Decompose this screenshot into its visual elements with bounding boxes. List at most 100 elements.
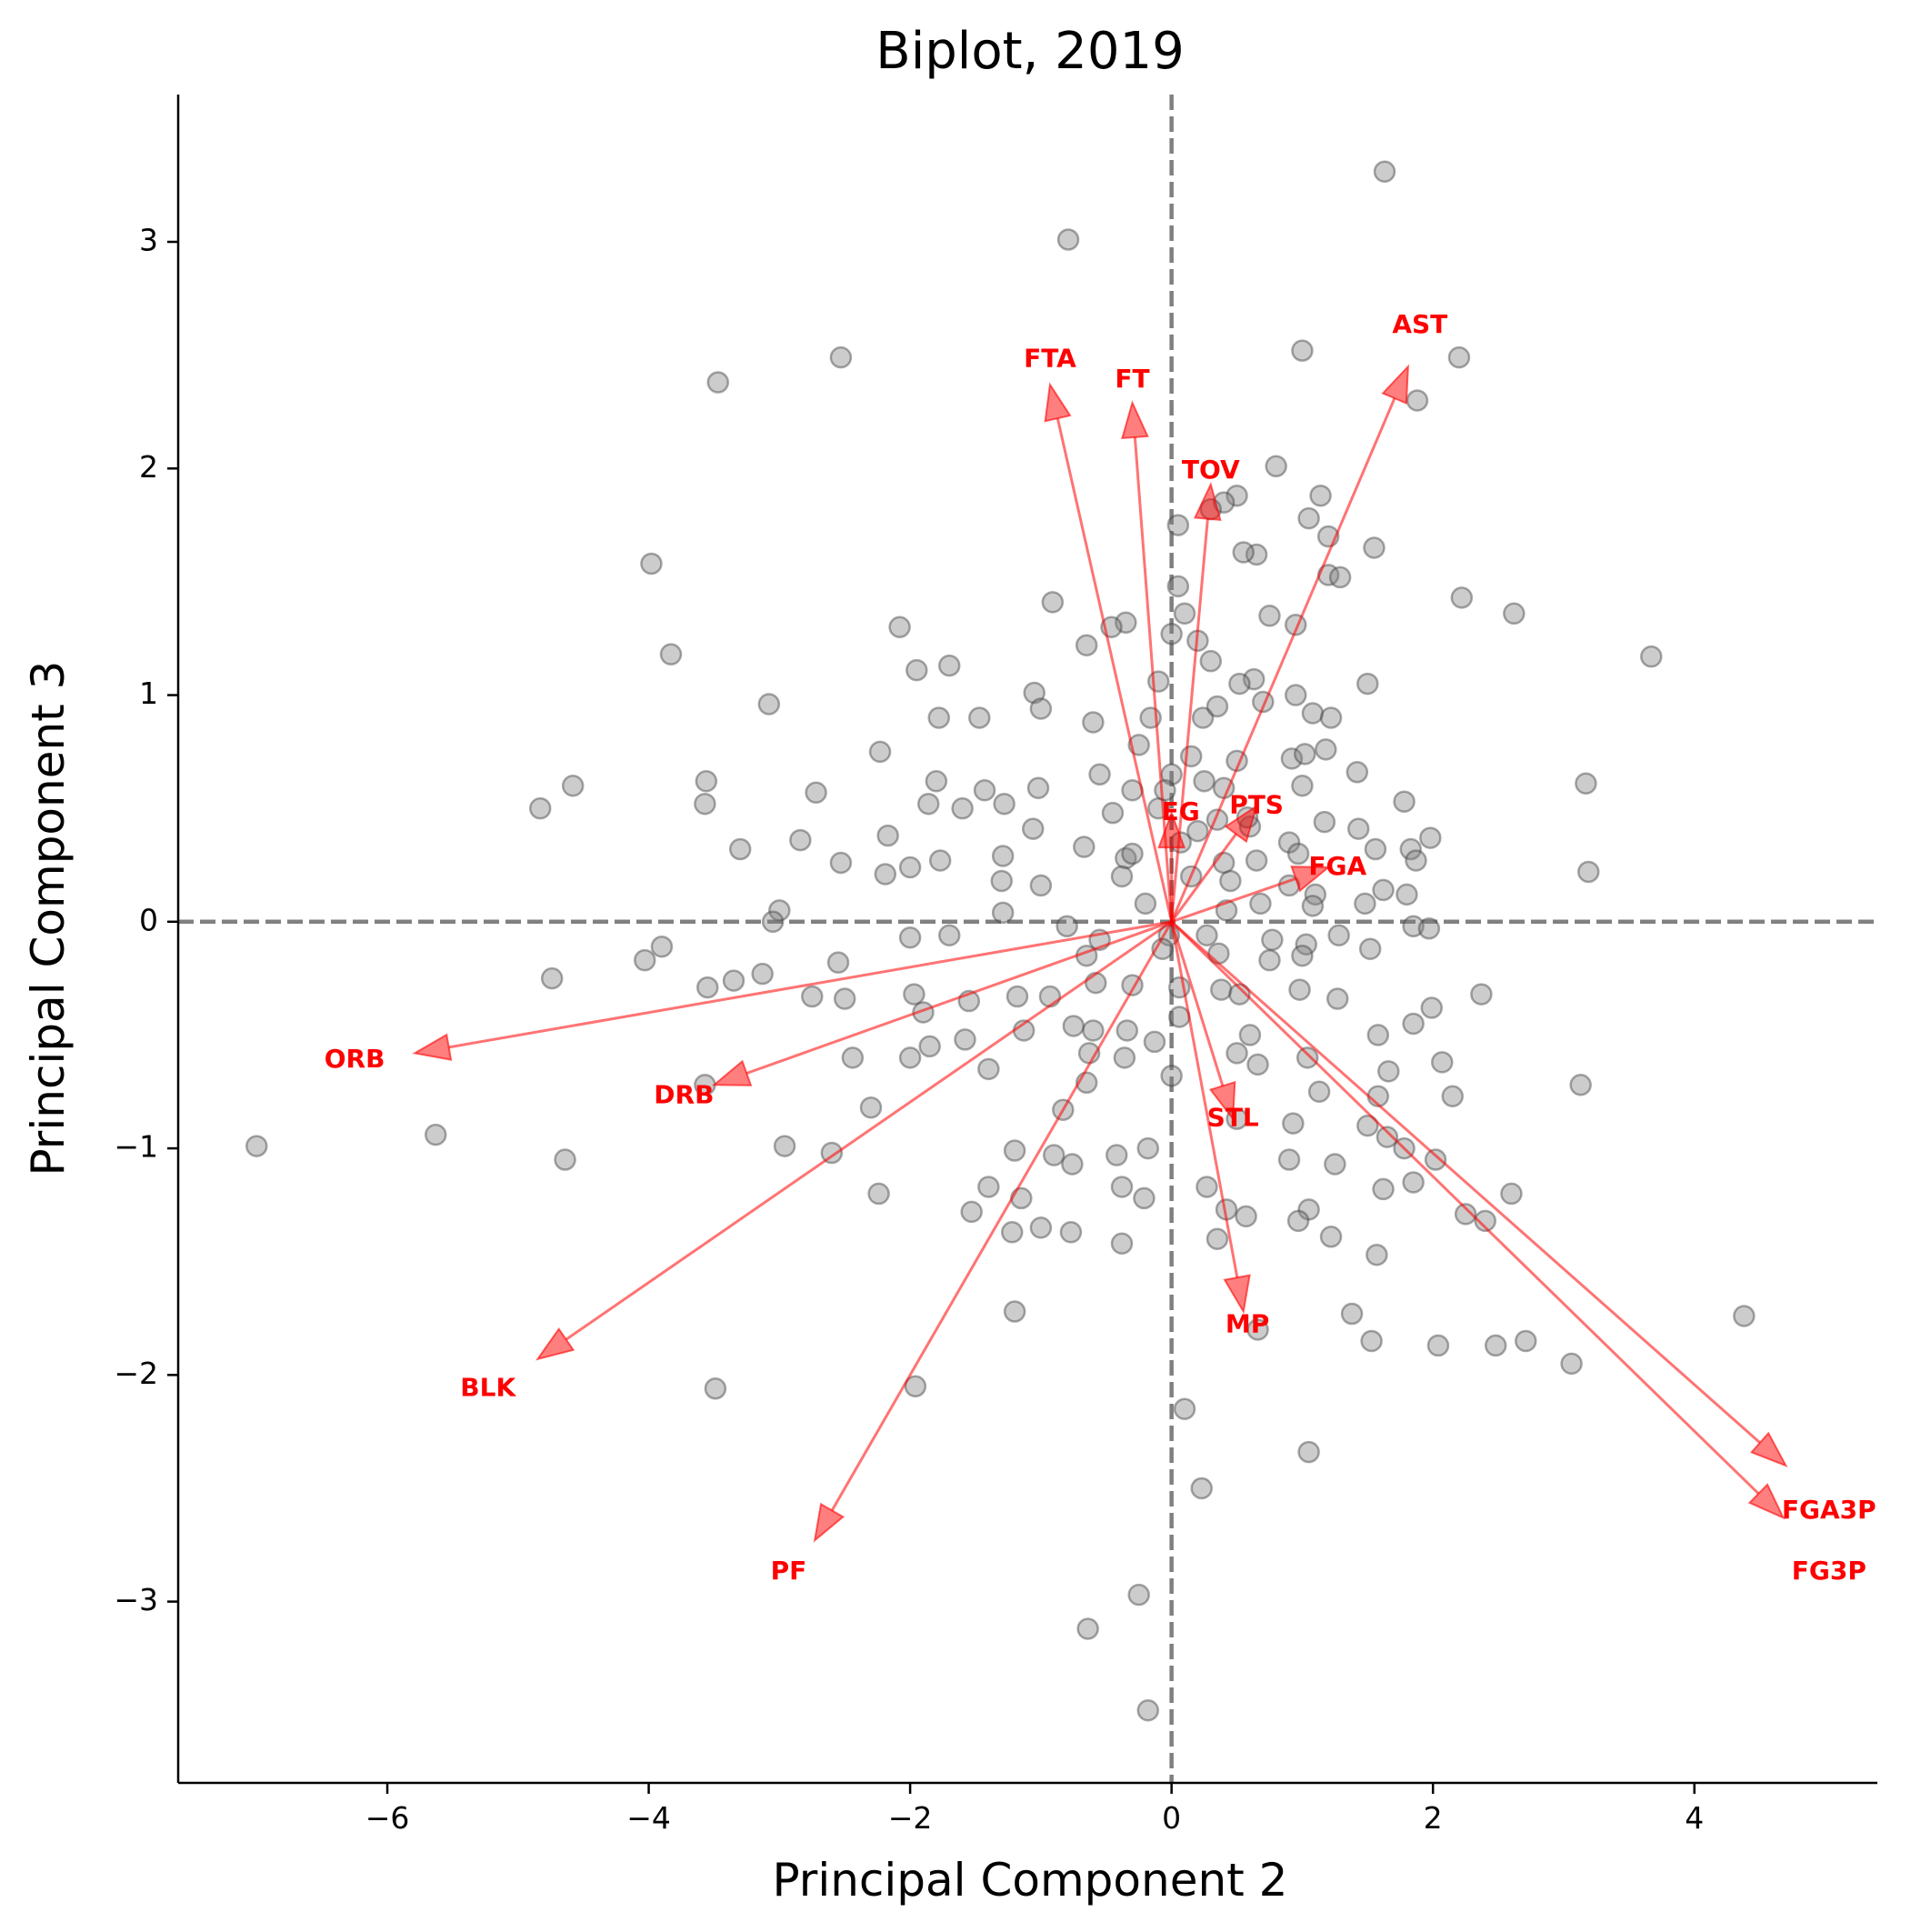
scatter-point: [1399, 837, 1422, 861]
vector-line: [1170, 397, 1396, 923]
scatter-point: [1258, 605, 1281, 627]
scatter-point: [1296, 1046, 1319, 1069]
x-tick-label: 4: [1685, 1800, 1704, 1836]
y-axis-label: Principal Component 3: [22, 661, 75, 1176]
scatter-point: [1373, 160, 1396, 183]
x-tick-label: 0: [1162, 1800, 1181, 1836]
scatter-point: [1363, 536, 1386, 559]
scatter-point: [1166, 575, 1190, 598]
scatter-point: [1450, 586, 1474, 609]
scatter-point: [876, 824, 899, 847]
vector-label: AST: [1392, 309, 1447, 339]
scatter-point: [1003, 1300, 1026, 1323]
vector-arrowhead: [1749, 1431, 1788, 1467]
scatter-point: [1127, 1583, 1150, 1607]
scatter-point: [1326, 987, 1349, 1010]
scatter-point: [1328, 566, 1352, 589]
scatter-point: [1346, 817, 1370, 840]
scatter-point: [826, 951, 850, 974]
vector-line: [1170, 920, 1761, 1444]
vector-label: EG: [1162, 796, 1200, 826]
scatter-point: [1284, 684, 1307, 706]
vector-label: STL: [1207, 1103, 1259, 1133]
scatter-point: [1309, 484, 1332, 507]
scatter-point: [1082, 711, 1105, 734]
scatter-point: [1246, 1053, 1269, 1076]
scatter-point: [1022, 817, 1045, 840]
scatter-point: [1503, 602, 1526, 626]
scatter-point: [918, 1035, 941, 1058]
scatter-point: [937, 654, 961, 677]
scatter-point: [1417, 917, 1441, 940]
vector-arrowhead: [1121, 400, 1149, 440]
vector-label: ORB: [325, 1044, 385, 1074]
scatter-point: [1003, 1139, 1026, 1162]
scatter-point: [1168, 1006, 1191, 1028]
scatter-point: [1447, 345, 1471, 369]
scatter-point: [1733, 1305, 1756, 1327]
scatter-point: [859, 1096, 883, 1119]
scatter-point: [694, 792, 716, 816]
scatter-point: [1405, 849, 1427, 872]
scatter-point: [990, 869, 1013, 893]
scatter-point: [1228, 672, 1251, 696]
scatter-point: [1282, 1112, 1305, 1135]
y-tick-label: 3: [139, 223, 158, 258]
scatter-point: [1082, 1019, 1105, 1042]
scatter-point: [1029, 1216, 1053, 1239]
scatter-point: [424, 1123, 447, 1146]
y-tick-label: 1: [139, 676, 158, 711]
scatter-point: [1190, 1477, 1213, 1500]
scatter-point: [1288, 978, 1311, 1001]
scatter-point: [1354, 892, 1376, 916]
vector-label: FGA3P: [1782, 1495, 1876, 1525]
scatter-point: [829, 851, 853, 875]
vector-label: TOV: [1182, 455, 1240, 485]
scatter-point: [696, 976, 719, 999]
scatter-point: [1226, 1042, 1248, 1065]
scatter-point: [1088, 763, 1111, 786]
scatter-point: [1235, 1205, 1257, 1228]
scatter-point: [1402, 1171, 1425, 1194]
vector-arrowhead: [1208, 1080, 1236, 1122]
scatter-point: [888, 616, 911, 639]
vector-arrowhead: [711, 1059, 753, 1086]
scatter-point: [1402, 915, 1425, 938]
scatter-point: [722, 969, 745, 992]
scatter-point: [1366, 1243, 1388, 1266]
scatter-point: [1246, 1318, 1269, 1341]
scatter-point: [706, 371, 730, 394]
scatter-point: [1569, 1074, 1592, 1096]
scatter-point: [1133, 1186, 1156, 1210]
scatter-point: [973, 778, 996, 802]
scatter-point: [1136, 1136, 1160, 1160]
scatter-point: [1324, 1153, 1346, 1176]
scatter-point: [1056, 915, 1078, 938]
scatter-point: [1426, 1334, 1450, 1357]
vector-arrowhead: [1157, 810, 1186, 849]
vector-arrowhead: [1290, 866, 1331, 893]
scatter-point: [905, 658, 928, 682]
scatter-point: [1238, 1024, 1262, 1046]
y-tick-label: 2: [139, 449, 158, 485]
scatter-point: [1147, 670, 1170, 693]
scatter-point: [841, 1046, 865, 1069]
vector-arrowhead: [1224, 804, 1258, 844]
scatter-point: [1575, 772, 1597, 796]
scatter-point: [1286, 842, 1310, 866]
vector-label: PTS: [1229, 790, 1284, 820]
scatter-point: [1134, 892, 1157, 916]
scatter-point: [1265, 455, 1287, 478]
scatter-point: [1232, 541, 1255, 564]
scatter-point: [927, 706, 950, 729]
scatter-point: [1319, 1226, 1343, 1248]
scatter-point: [650, 935, 674, 958]
scatter-point: [704, 1377, 727, 1400]
reference-lines: [178, 95, 1877, 1783]
vector-label: MP: [1226, 1308, 1269, 1338]
scatter-point: [1294, 743, 1316, 766]
scatter-point: [540, 966, 564, 990]
scatter-point: [1286, 1209, 1310, 1233]
vector-arrowhead: [1381, 364, 1410, 405]
